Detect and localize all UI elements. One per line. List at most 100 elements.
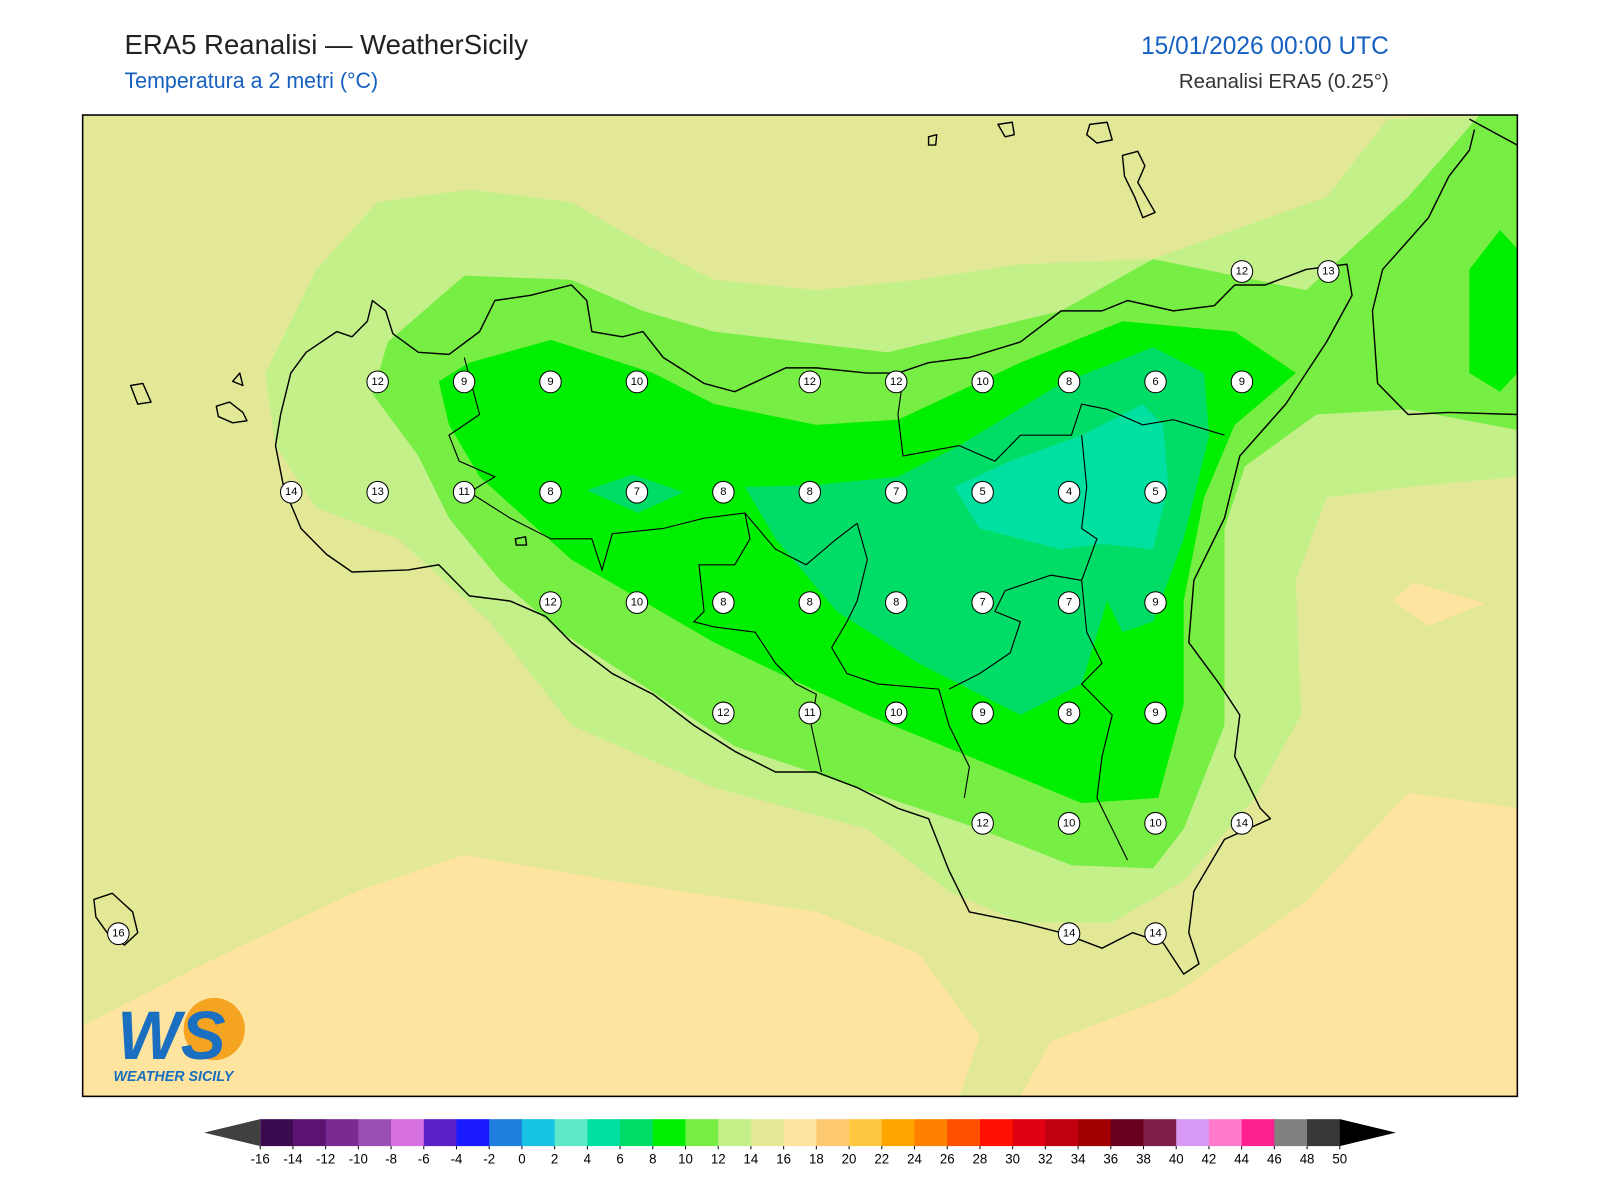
colorbar-bin — [423, 1119, 458, 1147]
station-marker — [1230, 811, 1254, 835]
station-marker — [971, 811, 994, 835]
station-marker — [279, 480, 303, 504]
datetime: 15/01/2026 00:00 UTC — [1141, 33, 1389, 60]
colorbar-tick-label: 2 — [551, 1152, 558, 1167]
station-value: 5 — [980, 486, 986, 498]
colorbar-tick-label: 36 — [1103, 1152, 1118, 1167]
station-marker — [1144, 591, 1167, 614]
station-marker — [971, 480, 994, 504]
colorbar-bin — [1241, 1119, 1275, 1147]
station-marker — [884, 591, 908, 614]
station-value: 9 — [547, 376, 553, 388]
station-value: 12 — [371, 376, 383, 388]
station-value: 9 — [980, 707, 986, 719]
colorbar-tick-label: 48 — [1300, 1152, 1315, 1167]
colorbar-bin — [1012, 1119, 1046, 1147]
colorbar-over — [1339, 1119, 1396, 1147]
station-marker — [539, 480, 562, 504]
province-border — [448, 357, 1225, 861]
station-value: 14 — [1063, 928, 1075, 940]
colorbar-bin — [1208, 1119, 1243, 1147]
colorbar-bin — [1176, 1119, 1210, 1147]
station-marker — [1144, 811, 1167, 835]
contour-fill — [1020, 792, 1518, 1097]
colorbar-tick-label: -14 — [283, 1152, 303, 1167]
station-value: 12 — [544, 597, 556, 609]
colorbar-tick-label: 44 — [1234, 1152, 1249, 1167]
colorbar-bin — [260, 1119, 294, 1147]
station-marker — [1057, 480, 1081, 504]
colorbar-bin — [783, 1119, 817, 1147]
colorbar-bin — [881, 1119, 916, 1147]
colorbar-tick-label: 12 — [711, 1152, 726, 1167]
colorbar-tick-label: 22 — [874, 1152, 889, 1167]
station-marker — [798, 370, 822, 394]
logo-sun — [183, 997, 245, 1061]
station-value: 10 — [631, 376, 643, 388]
station-value: 8 — [893, 597, 899, 609]
station-value: 8 — [807, 597, 813, 609]
colorbar-tick-label: -10 — [349, 1152, 368, 1167]
station-marker — [884, 480, 908, 504]
station-marker — [625, 591, 649, 614]
station-marker — [712, 591, 735, 614]
station-marker — [971, 701, 994, 725]
colorbar-tick-label: 40 — [1169, 1152, 1184, 1167]
station-marker — [884, 370, 908, 394]
colorbar-tick-label: 0 — [518, 1152, 525, 1167]
colorbar-tick-label: 4 — [584, 1152, 592, 1167]
station-marker — [1057, 701, 1081, 725]
colorbar-bin — [521, 1119, 556, 1147]
colorbar-tick-label: 32 — [1038, 1152, 1053, 1167]
station-value: 7 — [893, 486, 899, 498]
station-value: 9 — [1152, 597, 1158, 609]
station-value: 6 — [1152, 376, 1158, 388]
station-marker — [712, 701, 735, 725]
station-value: 8 — [807, 486, 813, 498]
colorbar-bin — [947, 1119, 981, 1147]
colorbar-tick-label: 26 — [940, 1152, 955, 1167]
station-marker — [1057, 922, 1081, 946]
contour-fill — [954, 404, 1169, 550]
station-value: 8 — [1066, 707, 1072, 719]
coastline — [274, 263, 1353, 975]
colorbar-tick-label: -2 — [483, 1152, 495, 1167]
title: ERA5 Reanalisi — WeatherSicily — [124, 29, 528, 60]
station-value: 12 — [1236, 265, 1248, 277]
station-marker — [1144, 701, 1167, 725]
colorbar-tick-label: 38 — [1136, 1152, 1151, 1167]
colorbar-tick-label: -6 — [418, 1152, 430, 1167]
station-marker — [971, 370, 994, 394]
station-marker — [366, 370, 389, 394]
station-marker — [625, 480, 649, 504]
colorbar: -16 -14 -12 -10 -8 -6 -4 -2 0 2 4 6 8 10 12 14 16 18 20 22 2… — [204, 1119, 1396, 1167]
station-value: 11 — [458, 486, 470, 498]
colorbar-bin — [554, 1119, 588, 1147]
colorbar-bin — [1307, 1119, 1341, 1147]
station-marker — [884, 701, 908, 725]
colorbar-tick-label: -12 — [316, 1152, 335, 1167]
station-value: 13 — [371, 486, 383, 498]
colorbar-bin — [816, 1119, 850, 1147]
colorbar-bin — [1274, 1119, 1308, 1147]
colorbar-tick-label: 30 — [1005, 1152, 1020, 1167]
colorbar-tick-label: 16 — [776, 1152, 791, 1167]
colorbar-bin — [718, 1119, 752, 1147]
island — [93, 121, 1156, 946]
colorbar-tick-label: -8 — [385, 1152, 397, 1167]
colorbar-tick-label: -16 — [251, 1152, 270, 1167]
station-marker — [366, 480, 389, 504]
station-marker — [798, 701, 822, 725]
station-value: 7 — [1066, 597, 1072, 609]
station-marker — [539, 370, 562, 394]
colorbar-bin — [620, 1119, 654, 1147]
colorbar-bin — [1045, 1119, 1079, 1147]
colorbar-bin — [391, 1119, 425, 1147]
station-value: 8 — [720, 597, 726, 609]
station-marker — [1057, 811, 1081, 835]
station-value: 10 — [631, 597, 643, 609]
colorbar-tick-label: 50 — [1332, 1152, 1347, 1167]
colorbar-under — [204, 1119, 261, 1147]
station-value: 10 — [890, 707, 902, 719]
colorbar-tick-label: 18 — [809, 1152, 824, 1167]
